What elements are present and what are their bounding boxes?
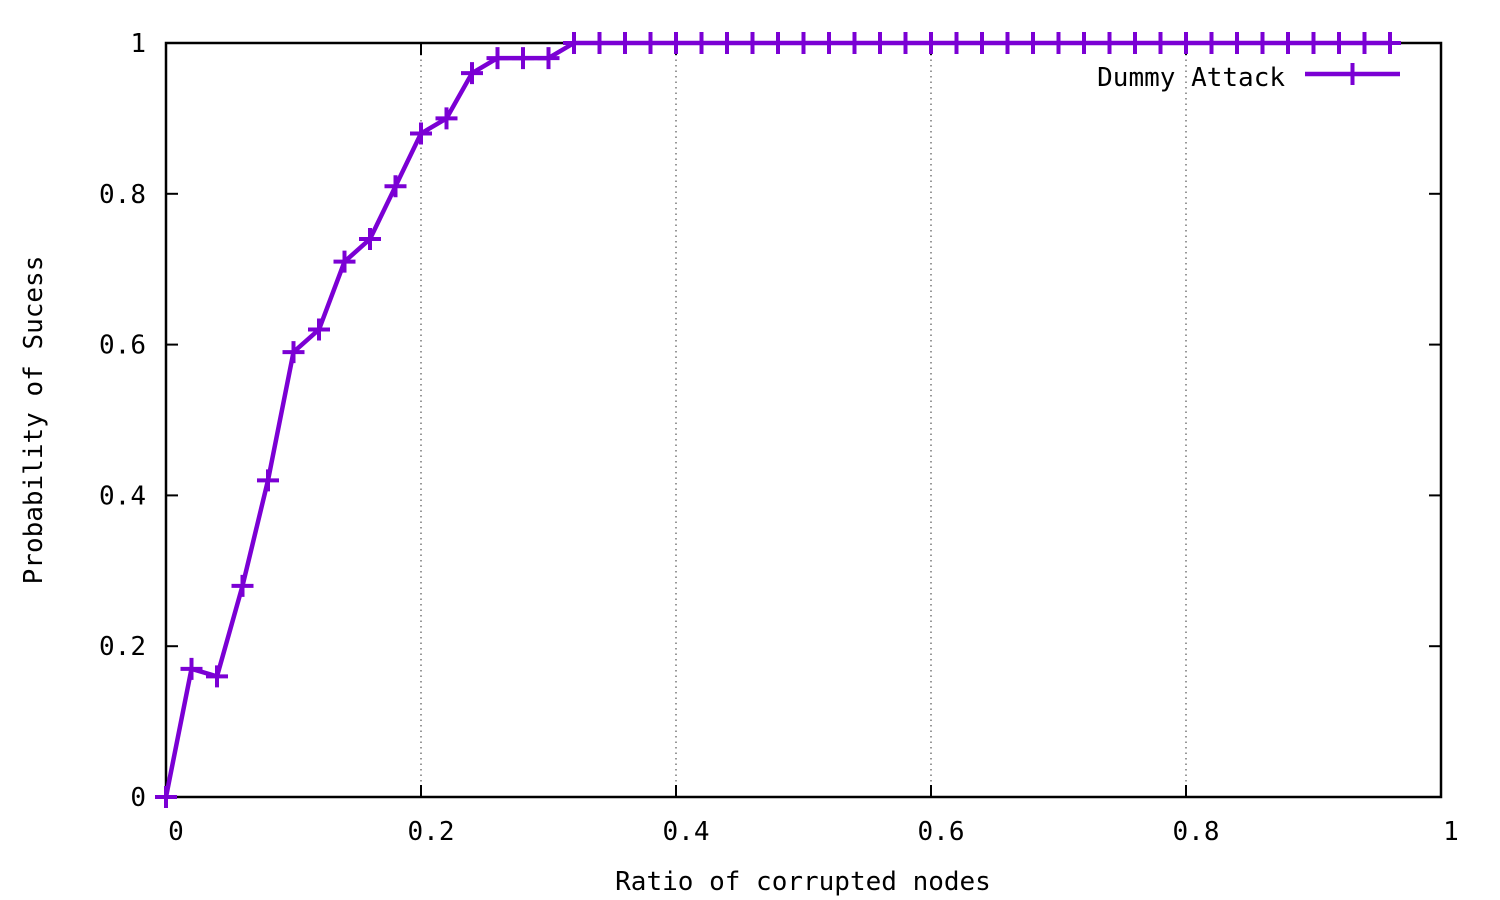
data-point-marker	[257, 469, 279, 492]
x-tick-label: 0.4	[663, 817, 710, 847]
x-tick-labels: 0 0.2 0.4 0.6 0.8 1	[168, 817, 1459, 847]
data-point-marker	[461, 62, 483, 85]
data-point-marker	[945, 32, 968, 54]
data-point-marker	[614, 32, 636, 54]
data-point-marker	[1277, 32, 1299, 54]
data-point-marker	[308, 318, 330, 341]
data-point-marker	[1353, 32, 1376, 54]
data-point-marker	[741, 32, 764, 54]
data-point-marker	[639, 32, 662, 54]
legend: Dummy Attack	[1097, 63, 1400, 93]
y-tick-label: 0	[130, 783, 146, 813]
legend-label: Dummy Attack	[1097, 63, 1285, 93]
y-tick-label: 0.4	[99, 481, 146, 511]
x-axis-label: Ratio of corrupted nodes	[615, 867, 991, 897]
data-point-marker	[1175, 32, 1197, 54]
x-tick-label: 0.8	[1173, 817, 1220, 847]
data-point-marker	[1200, 32, 1223, 54]
data-point-marker	[180, 657, 203, 680]
data-point-marker	[231, 574, 254, 597]
data-point-marker	[359, 228, 381, 251]
data-point-marker	[690, 32, 713, 54]
grid-lines	[420, 43, 1187, 797]
data-point-marker	[1124, 32, 1146, 54]
x-tick-label: 0.2	[408, 817, 455, 847]
data-point-marker	[1022, 32, 1044, 54]
y-axis-label: Probability of Sucess	[19, 256, 49, 585]
data-point-marker	[767, 32, 789, 54]
data-point-marker	[588, 32, 611, 54]
data-point-marker	[1328, 32, 1350, 54]
data-point-marker	[206, 665, 228, 688]
x-tick-label: 1	[1443, 817, 1459, 847]
data-point-marker	[282, 341, 305, 364]
data-point-marker	[1098, 32, 1121, 54]
x-tick-label: 0	[168, 817, 184, 847]
y-tick-label: 1	[130, 29, 146, 59]
data-point-marker	[1302, 32, 1325, 54]
axis-ticks	[165, 42, 1442, 798]
data-point-marker	[996, 32, 1019, 54]
y-tick-label: 0.2	[99, 632, 146, 662]
y-tick-labels: 0 0.2 0.4 0.6 0.8 1	[99, 29, 146, 813]
series-line	[163, 40, 1390, 798]
data-point-marker	[512, 47, 534, 70]
data-point-marker	[716, 32, 738, 54]
data-point-marker	[920, 32, 942, 54]
data-point-marker	[1073, 32, 1095, 54]
legend-marker	[1341, 63, 1364, 85]
data-point-marker	[869, 32, 891, 54]
data-point-marker	[537, 47, 560, 70]
data-point-marker	[410, 122, 432, 145]
data-point-marker	[1226, 32, 1248, 54]
data-point-marker	[1149, 32, 1172, 54]
data-point-marker	[894, 32, 917, 54]
data-point-marker	[333, 250, 356, 273]
data-point-marker	[486, 47, 509, 70]
data-point-marker	[435, 107, 458, 130]
data-point-marker	[1379, 32, 1401, 54]
y-tick-label: 0.6	[99, 331, 146, 361]
data-point-marker	[1047, 32, 1070, 54]
x-tick-label: 0.6	[918, 817, 965, 847]
series-dummy-attack	[155, 32, 1401, 808]
data-point-marker	[384, 175, 407, 198]
data-point-marker	[843, 32, 866, 54]
data-point-marker	[665, 32, 687, 54]
plot-frame	[164, 41, 1443, 799]
y-tick-label: 0.8	[99, 180, 146, 210]
data-point-marker	[792, 32, 815, 54]
data-point-marker	[818, 32, 840, 54]
data-point-marker	[155, 786, 177, 808]
data-point-marker	[971, 32, 993, 54]
data-point-marker	[563, 32, 585, 54]
data-point-marker	[1251, 32, 1274, 54]
